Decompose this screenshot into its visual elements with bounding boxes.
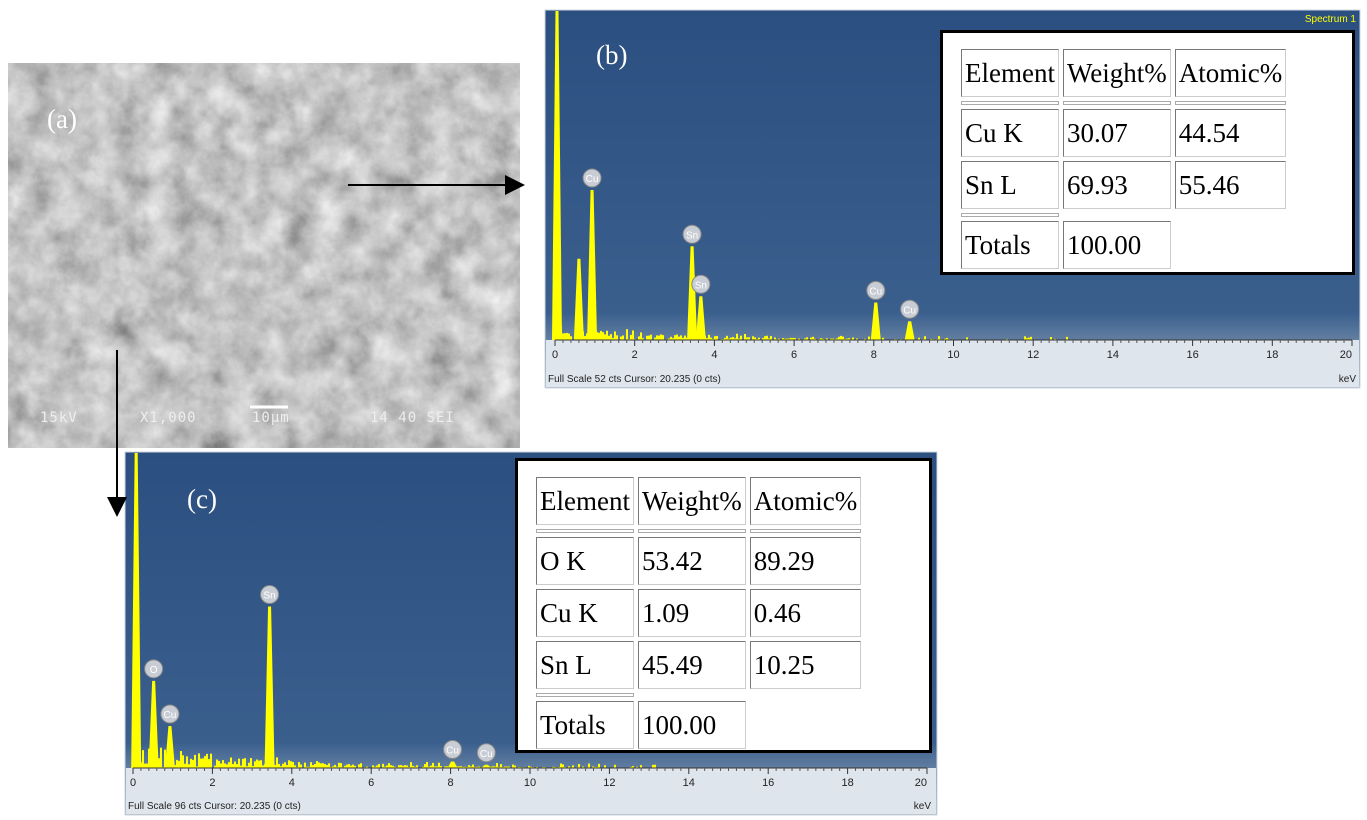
x-tick-label: 14 bbox=[683, 777, 695, 789]
x-tick-label: 12 bbox=[603, 777, 615, 789]
x-tick-label: 10 bbox=[947, 349, 959, 361]
x-tick-label: 20 bbox=[1340, 349, 1352, 361]
peak-label: Sn bbox=[686, 230, 698, 241]
x-tick-label: 2 bbox=[209, 777, 215, 789]
x-tick-label: 6 bbox=[368, 777, 374, 789]
table-cell: Atomic% bbox=[1175, 49, 1286, 97]
sem-info: X1,000 bbox=[140, 410, 197, 426]
table-row: Sn L69.9355.46 bbox=[961, 161, 1286, 209]
separator-cell bbox=[536, 529, 634, 533]
table-cell: Element bbox=[961, 49, 1059, 97]
table-cell: 100.00 bbox=[1063, 221, 1171, 269]
x-tick-label: 14 bbox=[1107, 349, 1119, 361]
axis-unit: keV bbox=[1339, 374, 1357, 385]
peak-label: Cu bbox=[903, 305, 916, 316]
panel-label: (c) bbox=[187, 484, 217, 515]
peak-label: Cu bbox=[586, 174, 599, 185]
x-tick-label: 18 bbox=[841, 777, 853, 789]
table-cell: Weight% bbox=[638, 477, 746, 525]
result-table: ElementWeight%Atomic%O K53.4289.29Cu K1.… bbox=[532, 473, 865, 753]
x-tick-label: 12 bbox=[1027, 349, 1039, 361]
peak-label: Cu bbox=[480, 749, 493, 760]
table-separator bbox=[961, 101, 1286, 105]
table-row: O K53.4289.29 bbox=[536, 537, 861, 585]
table-cell: 10.25 bbox=[750, 641, 861, 689]
x-tick-label: 6 bbox=[791, 349, 797, 361]
separator-cell bbox=[961, 213, 1059, 217]
table-cell: 69.93 bbox=[1063, 161, 1171, 209]
table-cell: Weight% bbox=[1063, 49, 1171, 97]
peak-label: Cu bbox=[446, 746, 459, 757]
sem-info: 10µm bbox=[252, 410, 290, 426]
spectrum-footer: Full Scale 52 cts Cursor: 20.235 (0 cts) bbox=[548, 374, 721, 385]
x-tick-label: 16 bbox=[1186, 349, 1198, 361]
table-cell: 100.00 bbox=[638, 701, 746, 749]
panel-label: (a) bbox=[47, 104, 77, 135]
table-cell: 55.46 bbox=[1175, 161, 1286, 209]
sem-info: 14 40 SEI bbox=[370, 410, 455, 426]
table-cell: Sn L bbox=[961, 161, 1059, 209]
separator-cell bbox=[536, 693, 634, 697]
spectrum-footer: Full Scale 96 cts Cursor: 20.235 (0 cts) bbox=[128, 801, 301, 812]
peak-label: O bbox=[150, 665, 158, 676]
x-tick-label: 0 bbox=[130, 777, 136, 789]
table-cell: Sn L bbox=[536, 641, 634, 689]
x-tick-label: 10 bbox=[524, 777, 536, 789]
peak-label: Cu bbox=[164, 710, 177, 721]
sem-image: 15kV X1,000 10µm 14 40 SEI bbox=[8, 63, 520, 448]
table-cell: Cu K bbox=[961, 109, 1059, 157]
separator-cell bbox=[638, 529, 746, 533]
x-tick-label: 20 bbox=[915, 777, 927, 789]
separator-cell bbox=[961, 101, 1059, 105]
table-cell: 45.49 bbox=[638, 641, 746, 689]
x-tick-label: 16 bbox=[762, 777, 774, 789]
table-row: Totals100.00 bbox=[536, 701, 861, 749]
peak-label: Sn bbox=[695, 280, 707, 291]
x-tick-label: 18 bbox=[1266, 349, 1278, 361]
table-separator bbox=[961, 213, 1286, 217]
separator-cell bbox=[1063, 101, 1171, 105]
table-cell: O K bbox=[536, 537, 634, 585]
x-tick-label: 4 bbox=[711, 349, 717, 361]
table-cell: Totals bbox=[961, 221, 1059, 269]
table-cell: Atomic% bbox=[750, 477, 861, 525]
table-cell: Element bbox=[536, 477, 634, 525]
table-cell: 53.42 bbox=[638, 537, 746, 585]
panel-label: (b) bbox=[596, 40, 627, 71]
table-cell: 89.29 bbox=[750, 537, 861, 585]
separator-cell bbox=[1175, 101, 1286, 105]
table-separator bbox=[536, 529, 861, 533]
table-cell: 44.54 bbox=[1175, 109, 1286, 157]
table-cell: 1.09 bbox=[638, 589, 746, 637]
table-cell: 30.07 bbox=[1063, 109, 1171, 157]
x-tick-label: 8 bbox=[448, 777, 454, 789]
separator-cell bbox=[750, 529, 861, 533]
x-tick-label: 8 bbox=[871, 349, 877, 361]
x-tick-label: 4 bbox=[289, 777, 295, 789]
result-table-box: ElementWeight%Atomic%O K53.4289.29Cu K1.… bbox=[515, 458, 932, 753]
axis-unit: keV bbox=[914, 801, 932, 812]
peak-label: Sn bbox=[263, 591, 275, 602]
table-cell: 0.46 bbox=[750, 589, 861, 637]
table-cell: Cu K bbox=[536, 589, 634, 637]
table-separator bbox=[536, 693, 861, 697]
peak-label: Cu bbox=[869, 287, 882, 298]
x-tick-label: 2 bbox=[632, 349, 638, 361]
sem-info: 15kV bbox=[40, 410, 78, 426]
x-tick-label: 0 bbox=[552, 349, 558, 361]
spectrum-title: Spectrum 1 bbox=[1305, 14, 1357, 25]
page: {"sem": {"label": "(a)", "info": ["15kV"… bbox=[0, 0, 1367, 820]
table-cell: Totals bbox=[536, 701, 634, 749]
sem-texture bbox=[8, 63, 520, 448]
